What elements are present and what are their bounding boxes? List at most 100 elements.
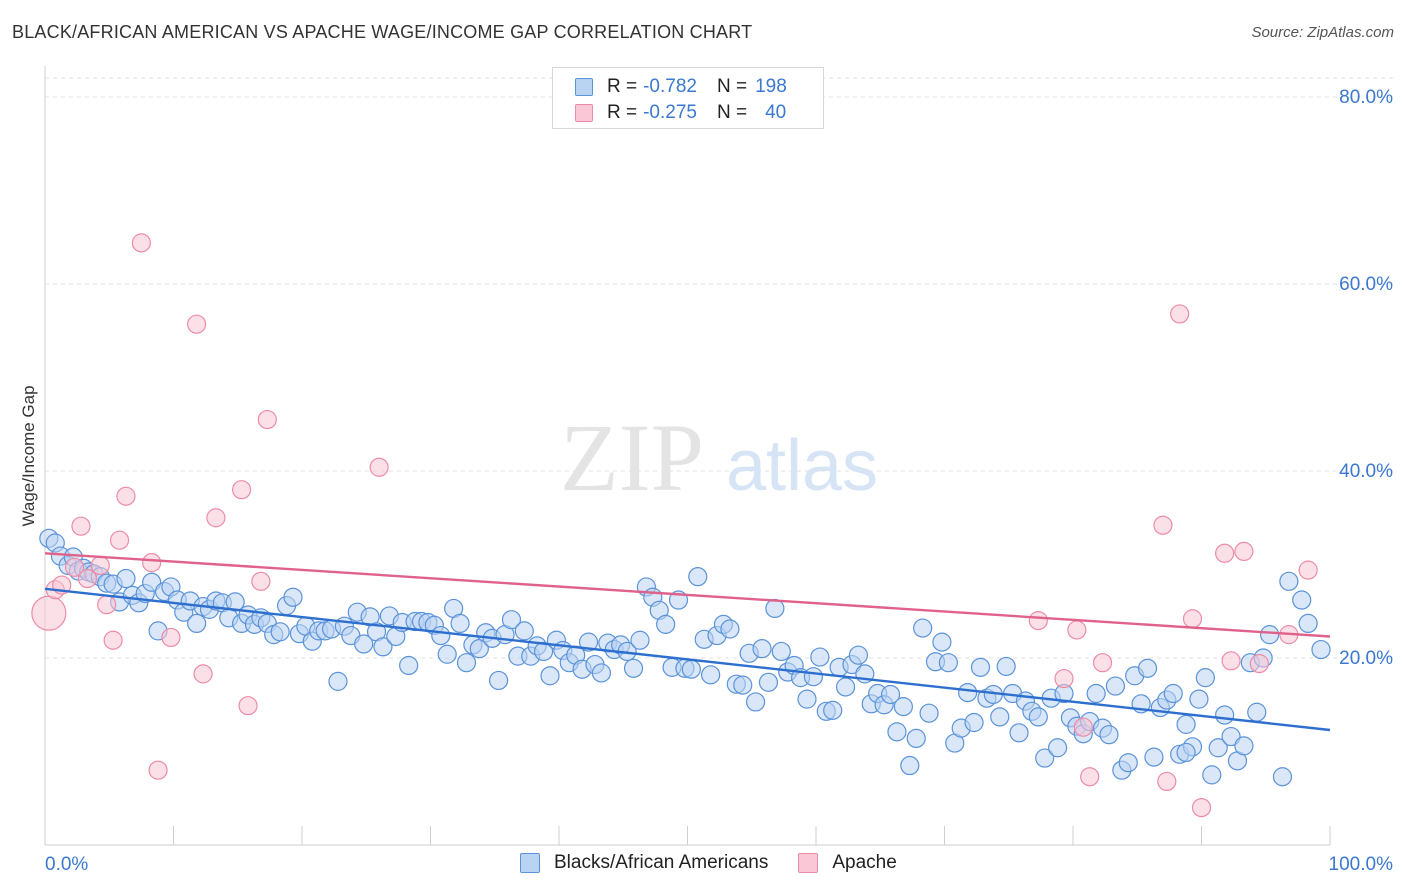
data-point-blacks (1298, 613, 1318, 634)
data-point-apache (1234, 541, 1254, 562)
data-point-blacks (733, 675, 753, 695)
data-point-blacks (456, 653, 477, 673)
data-point-blacks (1195, 668, 1215, 688)
data-point-blacks (1009, 723, 1029, 743)
chart-title: BLACK/AFRICAN AMERICAN VS APACHE WAGE/IN… (12, 22, 753, 42)
data-point-blacks (1137, 658, 1158, 678)
data-point-blacks (1144, 747, 1164, 767)
data-point-apache (1092, 653, 1113, 673)
data-point-blacks (1272, 767, 1293, 787)
legend-n-value: 40 (765, 102, 787, 123)
legend-label-apache: Apache (832, 852, 897, 873)
data-point-apache (251, 571, 271, 591)
data-point-apache (1054, 668, 1074, 689)
data-point-apache (116, 486, 136, 506)
data-point-apache (1215, 543, 1235, 563)
data-point-blacks (283, 587, 303, 607)
grid-lines (45, 77, 1395, 659)
data-point-apache (131, 233, 151, 253)
data-point-apache (238, 696, 258, 716)
legend-item-blacks[interactable]: Blacks/African Americans (520, 852, 768, 874)
data-point-blacks (990, 707, 1010, 727)
data-point-blacks (932, 632, 952, 652)
data-point-blacks (591, 663, 612, 683)
data-point-blacks (270, 622, 290, 642)
data-point-apache (206, 508, 226, 528)
legend-item-apache[interactable]: Apache (798, 852, 897, 874)
data-point-blacks (771, 641, 791, 662)
data-point-blacks (1311, 639, 1331, 660)
data-point-blacks (1260, 625, 1280, 645)
data-point-blacks (1279, 571, 1299, 591)
legend-swatch-pink (575, 104, 593, 122)
data-point-blacks (720, 619, 740, 639)
data-point-blacks (1176, 742, 1196, 763)
x-tick-label: 100.0% (1329, 854, 1394, 875)
data-point-blacks (1086, 683, 1106, 704)
data-point-blacks (1208, 738, 1228, 758)
data-point-blacks (913, 618, 933, 638)
data-point-apache (1067, 620, 1087, 640)
data-point-apache (109, 530, 130, 550)
series-apache-points (31, 233, 1318, 818)
data-point-apache (97, 595, 117, 615)
data-point-apache (232, 480, 252, 500)
data-point-apache (1249, 654, 1269, 674)
data-point-apache (1157, 771, 1177, 792)
data-point-blacks (1176, 714, 1196, 734)
data-point-blacks (116, 568, 136, 589)
legend-n-value: 198 (755, 76, 787, 97)
data-point-blacks (354, 634, 374, 654)
data-point-blacks (1247, 702, 1267, 722)
series-blacks-points (39, 528, 1331, 787)
data-point-blacks (514, 621, 534, 641)
data-point-blacks (887, 722, 907, 742)
data-point-apache (1080, 767, 1100, 787)
data-point-apache (31, 595, 67, 631)
data-point-blacks (1028, 707, 1048, 727)
data-point-blacks (1189, 689, 1209, 709)
legend-swatch-blue (520, 853, 540, 873)
data-point-blacks (1234, 736, 1254, 756)
data-point-apache (71, 516, 91, 536)
data-point-apache (64, 557, 85, 577)
data-point-apache (1153, 515, 1173, 535)
data-point-blacks (1215, 705, 1235, 725)
data-point-blacks (142, 572, 162, 592)
data-point-blacks (399, 655, 419, 676)
data-point-blacks (746, 692, 766, 712)
data-point-blacks (1292, 590, 1312, 610)
data-point-blacks (893, 697, 913, 717)
data-point-blacks (489, 670, 509, 691)
data-point-blacks (938, 653, 958, 673)
data-point-blacks (501, 610, 522, 630)
legend-r-label: R = (607, 76, 638, 97)
correlation-legend: R = -0.782 N = 198 R = -0.275 N = 40 (552, 67, 824, 129)
data-point-apache (1191, 797, 1212, 818)
data-point-apache (187, 314, 207, 334)
data-point-blacks (970, 657, 991, 677)
y-axis-label: Wage/Income Gap (19, 385, 38, 526)
data-point-apache (257, 409, 277, 430)
watermark: ZIP atlas (560, 404, 878, 511)
data-point-blacks (803, 667, 824, 687)
data-point-apache (77, 568, 98, 589)
data-point-blacks (906, 728, 926, 749)
trend-line-blacks (44, 587, 1331, 732)
data-point-apache (1028, 610, 1048, 631)
data-point-apache (369, 457, 389, 477)
data-point-apache (148, 760, 168, 780)
data-point-blacks (1163, 683, 1183, 704)
data-point-apache (193, 664, 213, 684)
data-point-blacks (880, 684, 901, 705)
legend-n-label: N = (716, 102, 748, 123)
data-point-blacks (1202, 765, 1222, 785)
legend-n-label: N = (716, 76, 748, 97)
data-point-blacks (1047, 738, 1068, 758)
legend-row-blacks: R = -0.782 N = 198 (575, 75, 787, 99)
data-point-blacks (958, 682, 978, 703)
trend-lines (44, 552, 1331, 732)
data-point-apache (103, 630, 123, 650)
data-point-apache (90, 555, 110, 576)
chart-source: Source: ZipAtlas.com (1251, 24, 1394, 41)
